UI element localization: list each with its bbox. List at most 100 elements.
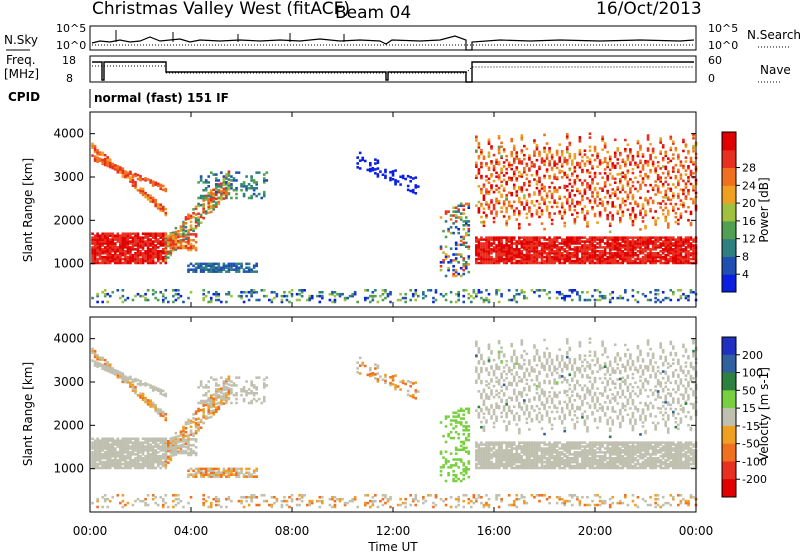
scatter-cell <box>488 299 491 302</box>
scatter-cell <box>164 208 167 211</box>
scatter-cell <box>561 297 564 300</box>
scatter-cell <box>162 394 165 397</box>
scatter-cell <box>500 293 503 296</box>
scatter-cell <box>498 146 501 149</box>
scatter-cell <box>616 186 619 189</box>
scatter-cell <box>682 238 685 241</box>
scatter-cell <box>117 437 120 440</box>
scatter-cell <box>513 158 516 161</box>
scatter-cell <box>483 156 486 159</box>
scatter-cell <box>510 236 513 239</box>
scatter-cell <box>601 250 604 253</box>
scatter-cell <box>581 236 584 239</box>
scatter-cell <box>475 204 478 207</box>
scatter-cell <box>225 265 228 268</box>
scatter-cell <box>137 174 140 177</box>
scatter-cell <box>568 142 571 145</box>
scatter-cell <box>571 172 574 175</box>
scatter-cell <box>558 143 561 146</box>
scatter-cell <box>568 169 571 172</box>
scatter-cell <box>235 398 238 401</box>
scatter-cell <box>157 238 160 241</box>
scatter-cell <box>139 392 142 395</box>
scatter-cell <box>450 291 453 294</box>
scatter-cell <box>526 148 529 151</box>
scatter-cell <box>571 189 574 192</box>
scatter-cell <box>475 293 478 296</box>
scatter-cell <box>677 219 680 222</box>
scatter-cell <box>212 263 215 266</box>
scatter-cell <box>538 151 541 154</box>
scatter-cell <box>212 189 215 192</box>
scatter-cell <box>667 196 670 199</box>
scatter-cell <box>675 212 678 215</box>
scatter-cell <box>238 263 241 266</box>
scatter-cell <box>503 244 506 247</box>
scatter-cell <box>548 236 551 239</box>
scatter-cell <box>218 201 221 204</box>
scatter-cell <box>498 301 501 304</box>
scatter-cell <box>596 182 599 185</box>
scatter-cell <box>440 261 443 264</box>
scatter-cell <box>677 299 680 302</box>
scatter-cell <box>604 236 607 239</box>
scatter-cell <box>402 175 405 178</box>
scatter-cell <box>200 175 203 178</box>
scatter-cell <box>566 159 569 162</box>
scatter-cell <box>361 157 364 160</box>
scatter-cell <box>96 362 99 365</box>
scatter-cell <box>571 198 574 201</box>
scatter-cell <box>215 266 218 269</box>
scatter-cell <box>182 450 185 453</box>
scatter-cell <box>250 390 253 393</box>
scatter-cell <box>614 178 617 181</box>
scatter-cell <box>692 198 695 201</box>
scatter-cell <box>657 299 660 302</box>
scatter-cell <box>117 289 120 292</box>
scatter-cell <box>682 293 685 296</box>
scatter-cell <box>96 258 99 261</box>
scatter-cell <box>483 183 486 186</box>
scatter-cell <box>248 471 251 474</box>
scatter-cell <box>207 175 210 178</box>
scatter-cell <box>657 293 660 296</box>
scatter-cell <box>109 443 112 446</box>
scatter-cell <box>142 236 145 239</box>
scatter-cell <box>556 244 559 247</box>
scatter-cell <box>159 455 162 458</box>
scatter-cell <box>129 176 132 179</box>
scatter-cell <box>101 159 104 162</box>
scatter-cell <box>210 297 213 300</box>
scatter-cell <box>195 430 198 433</box>
scatter-cell <box>647 199 650 202</box>
scatter-cell <box>536 144 539 147</box>
scatter-cell <box>210 189 213 192</box>
scatter-cell <box>508 299 511 302</box>
scatter-cell <box>134 232 137 235</box>
scatter-cell <box>685 246 688 249</box>
scatter-cell <box>649 236 652 239</box>
scatter-cell <box>657 289 660 292</box>
scatter-cell <box>571 260 574 263</box>
scatter-cell <box>152 197 155 200</box>
scatter-cell <box>152 289 155 292</box>
scatter-cell <box>488 139 491 142</box>
scatter-cell <box>669 236 672 239</box>
scatter-cell <box>662 240 665 243</box>
scatter-cell <box>207 397 210 400</box>
scatter-cell <box>157 183 160 186</box>
scatter-cell <box>147 232 150 235</box>
scatter-cell <box>238 171 241 174</box>
scatter-cell <box>566 146 569 149</box>
scatter-cell <box>223 181 226 184</box>
scatter-cell <box>669 289 672 292</box>
scatter-cell <box>152 293 155 296</box>
scatter-cell <box>106 301 109 304</box>
scatter-cell <box>523 295 526 298</box>
scatter-cell <box>197 203 200 206</box>
scatter-cell <box>619 204 622 207</box>
scatter-cell <box>195 422 198 425</box>
scatter-cell <box>175 440 178 443</box>
scatter-cell <box>268 299 271 302</box>
scatter-cell <box>170 239 173 242</box>
